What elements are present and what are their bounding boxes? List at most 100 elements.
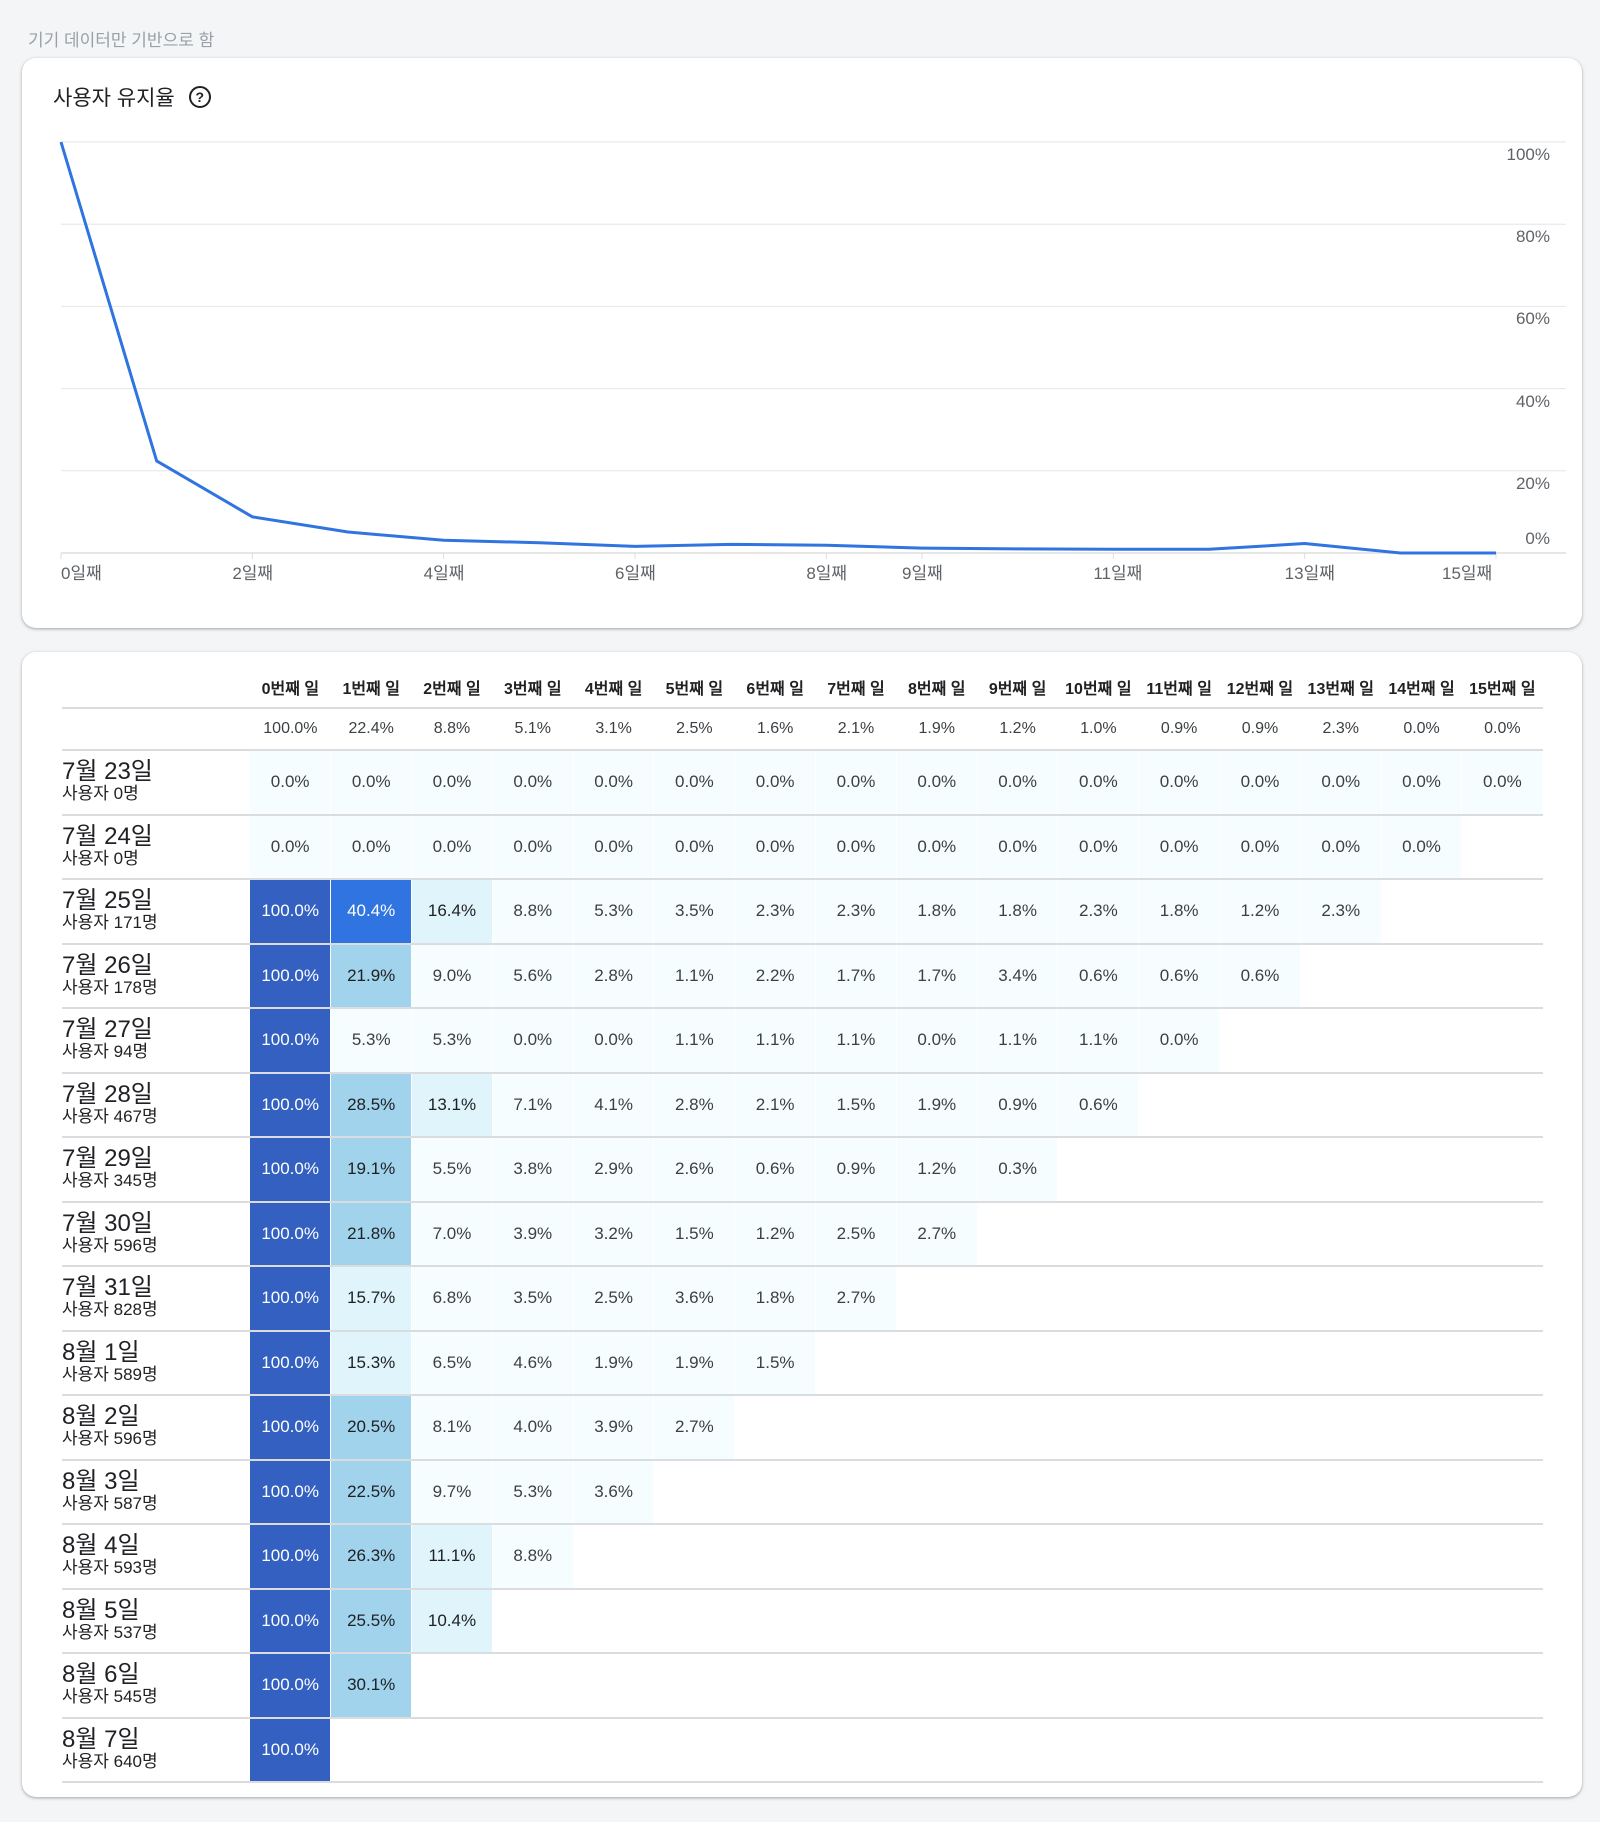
cohort-row[interactable]: 7월 31일 사용자 828명 100.0% 15.7% 6.8% 3.5% 2.5% 3.6… xyxy=(62,1266,1543,1332)
retention-cell[interactable]: 4.1% xyxy=(573,1072,655,1138)
retention-cell[interactable]: 100.0% xyxy=(250,1137,332,1203)
retention-cell[interactable]: 22.5% xyxy=(330,1459,413,1525)
cohort-row[interactable]: 8월 3일 사용자 587명 100.0% 22.5% 9.7% 5.3% 3.6% xyxy=(62,1459,1543,1525)
retention-cell[interactable]: 2.8% xyxy=(573,943,655,1009)
retention-cell[interactable]: 2.3% xyxy=(1300,879,1382,945)
retention-cell[interactable]: 0.9% xyxy=(815,1137,897,1203)
retention-cell[interactable]: 0.0% xyxy=(492,750,574,816)
retention-cell[interactable]: 3.6% xyxy=(653,1266,736,1332)
retention-cell[interactable]: 1.5% xyxy=(815,1072,897,1138)
retention-cell[interactable]: 1.9% xyxy=(653,1330,736,1396)
retention-cell[interactable]: 1.5% xyxy=(734,1330,817,1396)
cohort-row[interactable]: 7월 26일 사용자 178명 100.0% 21.9% 9.0% 5.6% 2.8% 1.1… xyxy=(62,943,1543,1009)
retention-cell[interactable]: 7.0% xyxy=(411,1201,493,1267)
cohort-row[interactable]: 8월 6일 사용자 545명 100.0% 30.1% xyxy=(62,1653,1543,1719)
retention-cell[interactable]: 4.6% xyxy=(492,1330,574,1396)
retention-cell[interactable]: 2.2% xyxy=(734,943,817,1009)
retention-cell[interactable]: 40.4% xyxy=(330,879,413,945)
retention-cell[interactable]: 30.1% xyxy=(330,1653,413,1719)
retention-cell[interactable]: 11.1% xyxy=(411,1524,493,1590)
retention-cell[interactable]: 2.7% xyxy=(653,1395,736,1461)
retention-cell[interactable]: 7.1% xyxy=(492,1072,574,1138)
cohort-row[interactable]: 7월 30일 사용자 596명 100.0% 21.8% 7.0% 3.9% 3.2% 1.5… xyxy=(62,1201,1543,1267)
retention-cell[interactable]: 0.0% xyxy=(411,814,493,880)
retention-cell[interactable]: 0.0% xyxy=(1057,750,1140,816)
retention-cell[interactable]: 2.7% xyxy=(896,1201,978,1267)
retention-line[interactable] xyxy=(59,141,1496,555)
retention-cell[interactable]: 9.0% xyxy=(411,943,493,1009)
cohort-row[interactable]: 7월 29일 사용자 345명 100.0% 19.1% 5.5% 3.8% 2.9% 2.6… xyxy=(62,1137,1543,1203)
retention-cell[interactable]: 1.1% xyxy=(1057,1008,1140,1074)
retention-cell[interactable]: 1.2% xyxy=(734,1201,817,1267)
retention-cell[interactable]: 1.8% xyxy=(977,879,1059,945)
retention-cell[interactable]: 15.3% xyxy=(330,1330,413,1396)
retention-cell[interactable]: 100.0% xyxy=(250,1395,332,1461)
retention-cell[interactable]: 1.1% xyxy=(815,1008,897,1074)
retention-cell[interactable]: 0.0% xyxy=(1057,814,1140,880)
retention-cell[interactable]: 0.0% xyxy=(1219,814,1301,880)
cohort-row[interactable]: 8월 4일 사용자 593명 100.0% 26.3% 11.1% 8.8% xyxy=(62,1524,1543,1590)
retention-cell[interactable]: 3.9% xyxy=(573,1395,655,1461)
retention-cell[interactable]: 1.7% xyxy=(815,943,897,1009)
cohort-row[interactable]: 8월 1일 사용자 589명 100.0% 15.3% 6.5% 4.6% 1.9% 1.9%… xyxy=(62,1330,1543,1396)
retention-cell[interactable]: 13.1% xyxy=(411,1072,493,1138)
retention-cell[interactable]: 10.4% xyxy=(411,1588,493,1654)
retention-cell[interactable]: 0.6% xyxy=(1057,943,1140,1009)
retention-cell[interactable]: 1.9% xyxy=(896,1072,978,1138)
retention-cell[interactable]: 1.1% xyxy=(734,1008,817,1074)
retention-cell[interactable]: 8.8% xyxy=(492,879,574,945)
cohort-row[interactable]: 8월 7일 사용자 640명 100.0% xyxy=(62,1717,1543,1783)
retention-cell[interactable]: 1.8% xyxy=(734,1266,817,1332)
retention-cell[interactable]: 0.0% xyxy=(330,750,413,816)
retention-cell[interactable]: 2.5% xyxy=(573,1266,655,1332)
retention-cell[interactable]: 0.6% xyxy=(1138,943,1221,1009)
retention-cell[interactable]: 0.9% xyxy=(977,1072,1059,1138)
retention-cell[interactable]: 0.0% xyxy=(492,1008,574,1074)
retention-cell[interactable]: 3.8% xyxy=(492,1137,574,1203)
retention-cell[interactable]: 3.6% xyxy=(573,1459,655,1525)
retention-cell[interactable]: 2.9% xyxy=(573,1137,655,1203)
retention-cell[interactable]: 100.0% xyxy=(250,1201,332,1267)
retention-cell[interactable]: 25.5% xyxy=(330,1588,413,1654)
retention-cell[interactable]: 0.0% xyxy=(1219,750,1301,816)
retention-cell[interactable]: 4.0% xyxy=(492,1395,574,1461)
retention-cell[interactable]: 0.0% xyxy=(1300,750,1382,816)
retention-cell[interactable]: 5.5% xyxy=(411,1137,493,1203)
retention-cell[interactable]: 0.0% xyxy=(492,814,574,880)
retention-cell[interactable]: 5.3% xyxy=(330,1008,413,1074)
retention-cell[interactable]: 3.2% xyxy=(573,1201,655,1267)
retention-cell[interactable]: 8.8% xyxy=(492,1524,574,1590)
retention-cell[interactable]: 100.0% xyxy=(250,1008,332,1074)
retention-cell[interactable]: 1.5% xyxy=(653,1201,736,1267)
retention-cell[interactable]: 100.0% xyxy=(250,1330,332,1396)
retention-cell[interactable]: 100.0% xyxy=(250,1717,332,1783)
retention-cell[interactable]: 100.0% xyxy=(250,1266,332,1332)
retention-cell[interactable]: 2.6% xyxy=(653,1137,736,1203)
retention-cell[interactable]: 1.8% xyxy=(1138,879,1221,945)
retention-cell[interactable]: 9.7% xyxy=(411,1459,493,1525)
retention-cell[interactable]: 16.4% xyxy=(411,879,493,945)
retention-cell[interactable]: 6.5% xyxy=(411,1330,493,1396)
retention-cell[interactable]: 0.0% xyxy=(977,814,1059,880)
retention-cell[interactable]: 2.7% xyxy=(815,1266,897,1332)
cohort-row[interactable]: 7월 25일 사용자 171명 100.0% 40.4% 16.4% 8.8% 5.3% 3.… xyxy=(62,879,1543,945)
retention-cell[interactable]: 0.0% xyxy=(653,814,736,880)
retention-cell[interactable]: 0.0% xyxy=(573,750,655,816)
retention-cell[interactable]: 5.3% xyxy=(411,1008,493,1074)
retention-cell[interactable]: 0.0% xyxy=(896,814,978,880)
retention-cell[interactable]: 0.6% xyxy=(1219,943,1301,1009)
retention-cell[interactable]: 1.8% xyxy=(896,879,978,945)
retention-cell[interactable]: 3.4% xyxy=(977,943,1059,1009)
retention-cell[interactable]: 0.0% xyxy=(815,814,897,880)
retention-cell[interactable]: 3.5% xyxy=(653,879,736,945)
help-circle-icon[interactable]: ? xyxy=(188,86,211,108)
retention-cell[interactable]: 100.0% xyxy=(250,1072,332,1138)
retention-cell[interactable]: 2.3% xyxy=(734,879,817,945)
retention-cell[interactable]: 0.0% xyxy=(734,750,817,816)
cohort-row[interactable]: 8월 2일 사용자 596명 100.0% 20.5% 8.1% 4.0% 3.9% 2.7% xyxy=(62,1395,1543,1461)
retention-cell[interactable]: 100.0% xyxy=(250,1653,332,1719)
retention-cell[interactable]: 1.1% xyxy=(653,943,736,1009)
retention-cell[interactable]: 0.0% xyxy=(815,750,897,816)
retention-cell[interactable]: 3.5% xyxy=(492,1266,574,1332)
retention-cell[interactable]: 21.9% xyxy=(330,943,413,1009)
